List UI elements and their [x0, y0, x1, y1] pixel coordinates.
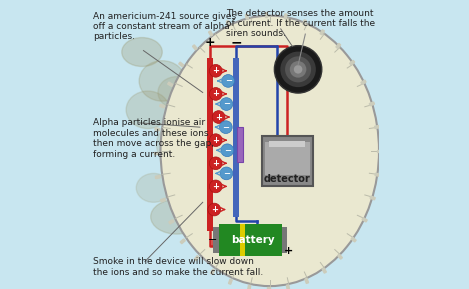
Text: +: + — [212, 159, 219, 168]
Bar — [168, 82, 173, 86]
Circle shape — [209, 157, 222, 170]
Bar — [169, 220, 174, 224]
Bar — [338, 254, 342, 259]
Circle shape — [280, 51, 316, 87]
Bar — [267, 287, 270, 289]
Bar — [284, 14, 287, 19]
Bar — [351, 237, 356, 242]
Text: −: − — [222, 123, 229, 132]
Circle shape — [290, 61, 306, 78]
Bar — [234, 58, 239, 217]
Circle shape — [209, 180, 222, 193]
Ellipse shape — [158, 77, 196, 108]
Text: detector: detector — [264, 174, 310, 184]
Text: +: + — [212, 182, 219, 191]
Circle shape — [221, 144, 234, 157]
Bar — [336, 43, 340, 48]
Bar — [153, 152, 158, 154]
Text: +: + — [211, 205, 218, 214]
Ellipse shape — [136, 173, 171, 202]
Bar — [377, 150, 381, 152]
Bar — [192, 45, 197, 50]
Bar — [155, 175, 160, 179]
Circle shape — [285, 56, 311, 82]
Ellipse shape — [126, 91, 169, 129]
Circle shape — [220, 98, 233, 110]
Text: The detector senses the amount
of current. If the current falls the
siren sounds: The detector senses the amount of curren… — [226, 9, 375, 38]
Circle shape — [220, 167, 233, 180]
Bar — [322, 268, 326, 273]
Text: +: + — [204, 36, 215, 49]
Circle shape — [222, 75, 234, 87]
Bar — [240, 224, 245, 256]
Bar — [362, 218, 367, 222]
Circle shape — [209, 64, 222, 77]
Text: −: − — [208, 235, 217, 245]
Bar — [194, 256, 199, 261]
Ellipse shape — [191, 211, 232, 240]
Circle shape — [212, 111, 225, 123]
Bar — [248, 285, 251, 289]
Bar — [287, 285, 289, 289]
Text: +: + — [212, 89, 219, 99]
Bar — [370, 196, 375, 200]
Circle shape — [294, 65, 303, 74]
Ellipse shape — [160, 16, 379, 286]
Bar — [265, 12, 267, 17]
Bar — [155, 128, 160, 131]
Bar — [237, 127, 243, 162]
Text: Alpha particles ionise air
molecules and these ions
then move across the gap,
fo: Alpha particles ionise air molecules and… — [93, 118, 214, 159]
Text: battery: battery — [232, 235, 275, 245]
Text: +: + — [212, 66, 219, 75]
Ellipse shape — [157, 127, 185, 162]
Bar — [179, 62, 184, 67]
Bar — [213, 227, 220, 253]
Bar — [211, 269, 215, 274]
Bar — [207, 58, 212, 231]
Text: −: − — [223, 169, 230, 178]
Text: −: − — [224, 146, 231, 155]
Ellipse shape — [171, 116, 212, 144]
Bar — [369, 102, 374, 106]
Bar — [350, 60, 355, 65]
Bar — [361, 80, 366, 84]
Bar — [245, 14, 249, 19]
Bar — [265, 142, 310, 175]
Bar — [269, 141, 305, 147]
Ellipse shape — [139, 61, 185, 101]
Circle shape — [219, 121, 232, 134]
Bar — [228, 279, 232, 284]
Text: −: − — [230, 35, 242, 49]
Bar — [219, 224, 282, 256]
Text: Smoke in the device will slow down
the ions and so make the current fall.: Smoke in the device will slow down the i… — [93, 257, 263, 277]
Text: An americium-241 source gives
off a constant stream of alpha
particles.: An americium-241 source gives off a cons… — [93, 12, 236, 41]
Bar — [180, 239, 185, 244]
Circle shape — [209, 134, 222, 147]
Ellipse shape — [151, 199, 203, 234]
Text: +: + — [284, 246, 293, 256]
Text: +: + — [212, 136, 219, 145]
Bar — [303, 20, 306, 25]
Bar — [375, 125, 379, 129]
Ellipse shape — [122, 38, 162, 66]
Circle shape — [208, 203, 220, 216]
Bar — [320, 30, 325, 35]
Bar — [209, 31, 213, 36]
Bar — [282, 227, 287, 253]
Bar — [305, 278, 309, 284]
Text: −: − — [225, 76, 232, 86]
Ellipse shape — [177, 182, 223, 223]
Text: −: − — [223, 99, 230, 109]
Text: +: + — [215, 112, 222, 122]
Bar — [160, 198, 166, 202]
Bar — [262, 136, 312, 186]
Bar — [375, 173, 380, 176]
Circle shape — [274, 46, 322, 93]
Bar — [227, 21, 230, 26]
Circle shape — [209, 88, 222, 100]
Bar — [159, 104, 165, 108]
